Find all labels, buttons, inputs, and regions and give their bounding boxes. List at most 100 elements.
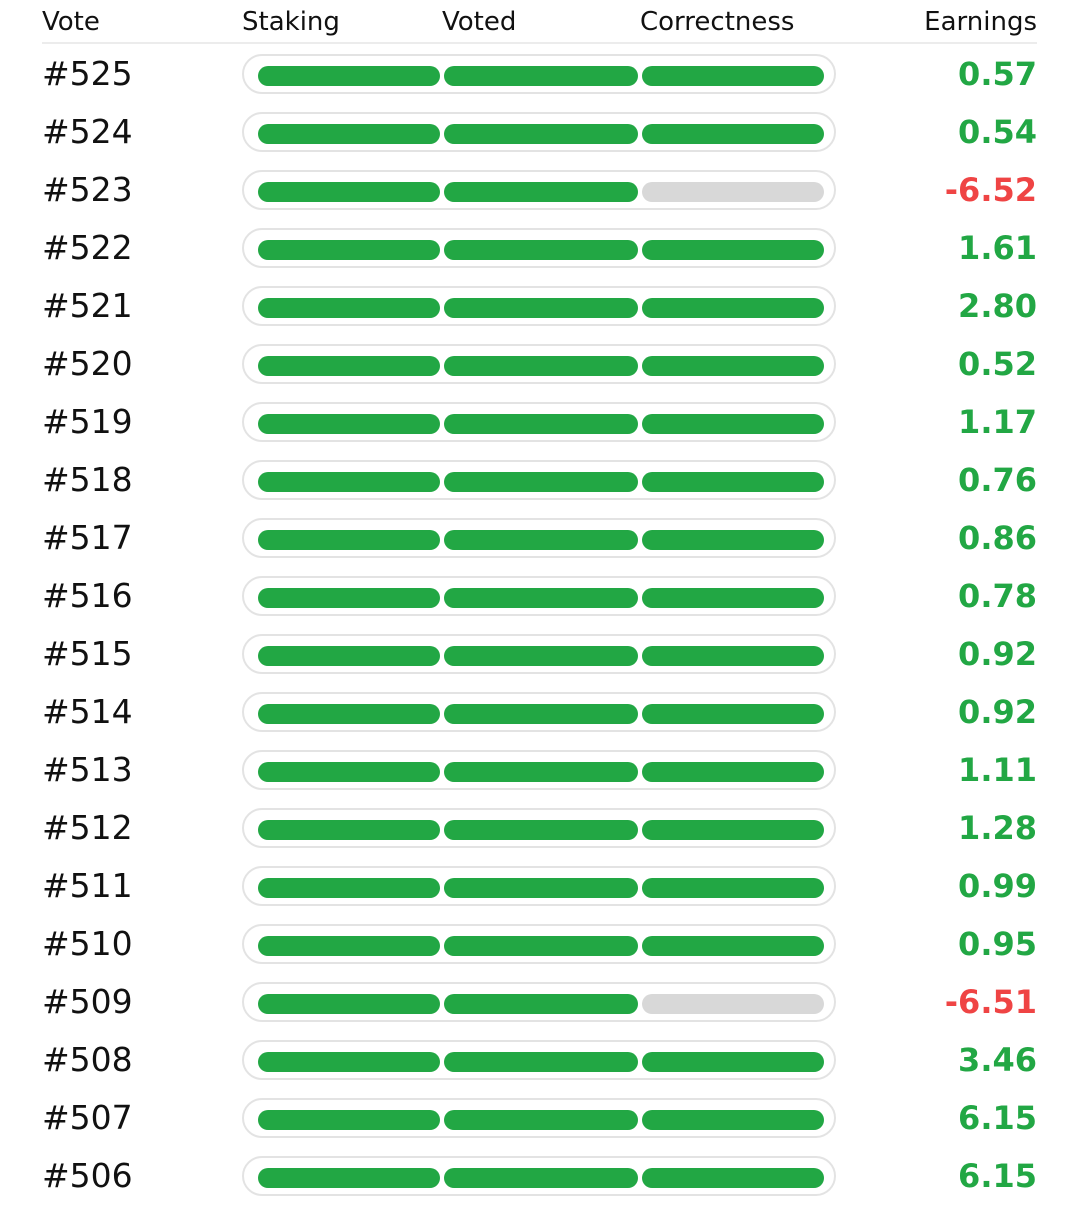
staking-segment bbox=[258, 124, 440, 144]
table-row[interactable]: #518 0.76 bbox=[0, 460, 1079, 518]
table-row[interactable]: #514 0.92 bbox=[0, 692, 1079, 750]
earnings-value: 0.92 bbox=[958, 693, 1037, 731]
voted-segment bbox=[444, 704, 638, 724]
correctness-segment bbox=[642, 646, 824, 666]
staking-segment bbox=[258, 66, 440, 86]
vote-progress-track bbox=[242, 808, 836, 848]
correctness-segment bbox=[642, 936, 824, 956]
voted-segment bbox=[444, 878, 638, 898]
voted-segment bbox=[444, 646, 638, 666]
correctness-segment bbox=[642, 704, 824, 724]
earnings-value: 3.46 bbox=[958, 1041, 1037, 1079]
vote-id: #516 bbox=[42, 576, 133, 615]
correctness-segment bbox=[642, 66, 824, 86]
vote-id: #521 bbox=[42, 286, 133, 325]
correctness-segment bbox=[642, 124, 824, 144]
correctness-segment bbox=[642, 1168, 824, 1188]
staking-segment bbox=[258, 298, 440, 318]
staking-segment bbox=[258, 530, 440, 550]
vote-id: #512 bbox=[42, 808, 133, 847]
staking-segment bbox=[258, 356, 440, 376]
correctness-segment bbox=[642, 994, 824, 1014]
table-row[interactable]: #510 0.95 bbox=[0, 924, 1079, 982]
table-row[interactable]: #520 0.52 bbox=[0, 344, 1079, 402]
vote-progress-track bbox=[242, 402, 836, 442]
earnings-value: -6.52 bbox=[944, 171, 1037, 209]
table-header: Vote Staking Voted Correctness Earnings bbox=[0, 0, 1079, 44]
voted-segment bbox=[444, 820, 638, 840]
header-staking: Staking bbox=[242, 7, 340, 37]
table-row[interactable]: #513 1.11 bbox=[0, 750, 1079, 808]
voted-segment bbox=[444, 414, 638, 434]
vote-id: #508 bbox=[42, 1040, 133, 1079]
table-row[interactable]: #523 -6.52 bbox=[0, 170, 1079, 228]
staking-segment bbox=[258, 588, 440, 608]
earnings-value: 0.54 bbox=[958, 113, 1037, 151]
voted-segment bbox=[444, 530, 638, 550]
earnings-value: 0.78 bbox=[958, 577, 1037, 615]
voted-segment bbox=[444, 936, 638, 956]
vote-progress-track bbox=[242, 634, 836, 674]
correctness-segment bbox=[642, 356, 824, 376]
vote-progress-track bbox=[242, 518, 836, 558]
voted-segment bbox=[444, 1052, 638, 1072]
vote-id: #513 bbox=[42, 750, 133, 789]
correctness-segment bbox=[642, 472, 824, 492]
voted-segment bbox=[444, 66, 638, 86]
vote-id: #515 bbox=[42, 634, 133, 673]
vote-id: #525 bbox=[42, 54, 133, 93]
staking-segment bbox=[258, 472, 440, 492]
vote-progress-track bbox=[242, 344, 836, 384]
table-row[interactable]: #521 2.80 bbox=[0, 286, 1079, 344]
table-row[interactable]: #507 6.15 bbox=[0, 1098, 1079, 1156]
vote-progress-track bbox=[242, 54, 836, 94]
voted-segment bbox=[444, 356, 638, 376]
table-row[interactable]: #512 1.28 bbox=[0, 808, 1079, 866]
correctness-segment bbox=[642, 1110, 824, 1130]
table-row[interactable]: #515 0.92 bbox=[0, 634, 1079, 692]
vote-progress-track bbox=[242, 1098, 836, 1138]
table-row[interactable]: #525 0.57 bbox=[0, 54, 1079, 112]
earnings-value: 6.15 bbox=[958, 1157, 1037, 1195]
voted-segment bbox=[444, 1168, 638, 1188]
table-row[interactable]: #509 -6.51 bbox=[0, 982, 1079, 1040]
correctness-segment bbox=[642, 1052, 824, 1072]
earnings-value: 6.15 bbox=[958, 1099, 1037, 1137]
vote-id: #514 bbox=[42, 692, 133, 731]
staking-segment bbox=[258, 704, 440, 724]
staking-segment bbox=[258, 1168, 440, 1188]
header-correctness: Correctness bbox=[640, 7, 795, 37]
vote-progress-track bbox=[242, 982, 836, 1022]
table-row[interactable]: #506 6.15 bbox=[0, 1156, 1079, 1214]
header-vote: Vote bbox=[42, 7, 100, 37]
table-row[interactable]: #522 1.61 bbox=[0, 228, 1079, 286]
correctness-segment bbox=[642, 530, 824, 550]
table-row[interactable]: #511 0.99 bbox=[0, 866, 1079, 924]
header-voted: Voted bbox=[442, 7, 517, 37]
staking-segment bbox=[258, 820, 440, 840]
vote-progress-track bbox=[242, 576, 836, 616]
vote-progress-track bbox=[242, 1156, 836, 1196]
vote-progress-track bbox=[242, 460, 836, 500]
vote-id: #524 bbox=[42, 112, 133, 151]
earnings-value: 2.80 bbox=[958, 287, 1037, 325]
table-row[interactable]: #524 0.54 bbox=[0, 112, 1079, 170]
vote-progress-track bbox=[242, 170, 836, 210]
vote-id: #510 bbox=[42, 924, 133, 963]
earnings-value: 1.28 bbox=[958, 809, 1037, 847]
table-row[interactable]: #519 1.17 bbox=[0, 402, 1079, 460]
vote-id: #507 bbox=[42, 1098, 133, 1137]
staking-segment bbox=[258, 240, 440, 260]
header-divider bbox=[42, 42, 1037, 44]
vote-id: #519 bbox=[42, 402, 133, 441]
table-row[interactable]: #508 3.46 bbox=[0, 1040, 1079, 1098]
correctness-segment bbox=[642, 820, 824, 840]
table-row[interactable]: #516 0.78 bbox=[0, 576, 1079, 634]
voted-segment bbox=[444, 762, 638, 782]
voted-segment bbox=[444, 124, 638, 144]
vote-progress-track bbox=[242, 924, 836, 964]
staking-segment bbox=[258, 182, 440, 202]
voted-segment bbox=[444, 588, 638, 608]
vote-progress-track bbox=[242, 1040, 836, 1080]
table-row[interactable]: #517 0.86 bbox=[0, 518, 1079, 576]
